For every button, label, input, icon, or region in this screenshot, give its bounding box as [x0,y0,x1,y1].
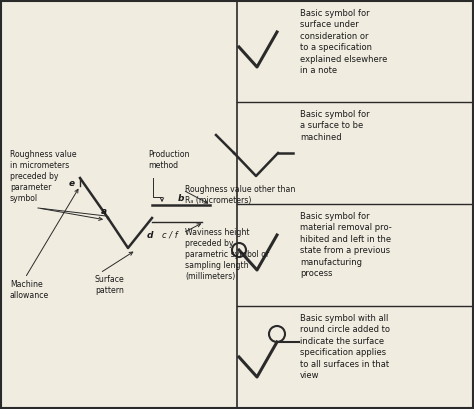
Text: b: b [178,194,184,203]
Text: d: d [147,231,153,240]
Text: c / f: c / f [162,230,178,239]
Text: Roughness value
in micrometers
preceded by
parameter
symbol: Roughness value in micrometers preceded … [10,150,77,203]
Text: Basic symbol for
a surface to be
machined: Basic symbol for a surface to be machine… [300,110,370,142]
Text: Basic symbol with all
round circle added to
indicate the surface
specification a: Basic symbol with all round circle added… [300,314,390,380]
Text: Machine
allowance: Machine allowance [10,280,49,300]
Text: a: a [101,207,107,216]
Text: Waviness height
preceded by
parametric symbol or
sampling length
(millimeters): Waviness height preceded by parametric s… [185,228,269,281]
Text: Production
method: Production method [148,150,190,170]
Text: Roughness value other than
Rₐ (micrometers): Roughness value other than Rₐ (micromete… [185,185,295,205]
Text: Basic symbol for
material removal pro-
hibited and left in the
state from a prev: Basic symbol for material removal pro- h… [300,212,392,278]
Text: e: e [69,180,75,189]
Text: Basic symbol for
surface under
consideration or
to a specification
explained els: Basic symbol for surface under considera… [300,9,387,75]
Text: Surface
pattern: Surface pattern [95,275,125,295]
